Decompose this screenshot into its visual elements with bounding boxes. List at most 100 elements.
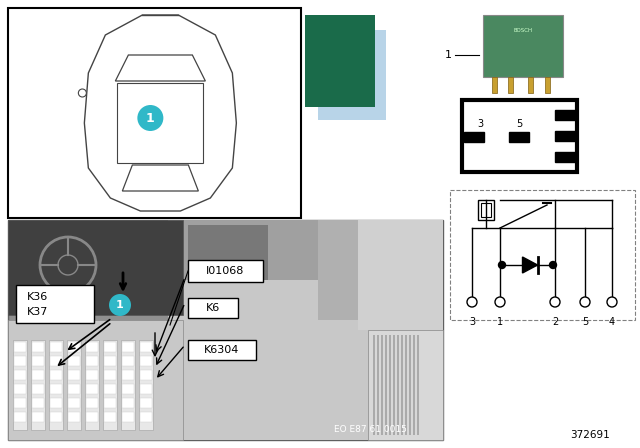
Bar (104, 342, 116, 352)
Bar (405, 335, 407, 435)
Bar (14, 412, 26, 422)
Text: 4: 4 (609, 317, 615, 327)
Bar (188, 340, 256, 360)
Bar (409, 335, 411, 435)
Text: 1: 1 (116, 300, 124, 310)
Bar (481, 203, 491, 217)
Bar (528, 77, 533, 93)
Bar (389, 335, 391, 435)
Bar (16, 285, 94, 323)
Circle shape (78, 89, 86, 97)
Text: 1: 1 (568, 110, 574, 120)
Bar (103, 340, 117, 430)
Bar (417, 335, 419, 435)
Text: K36: K36 (27, 292, 48, 302)
Bar (555, 152, 575, 162)
Bar (32, 412, 44, 422)
Bar (139, 340, 153, 430)
Bar (68, 370, 80, 380)
Bar (49, 340, 63, 430)
Bar (508, 77, 513, 93)
Text: BOSCH: BOSCH (513, 27, 532, 33)
Bar (50, 412, 62, 422)
Bar (104, 356, 116, 366)
Bar (32, 384, 44, 394)
Text: I01068: I01068 (206, 266, 244, 276)
Bar (413, 335, 415, 435)
Circle shape (109, 294, 131, 316)
Bar (86, 398, 98, 408)
Bar (32, 356, 44, 366)
Bar (373, 335, 375, 435)
Bar (122, 412, 134, 422)
Text: 2: 2 (552, 317, 558, 327)
Bar (385, 335, 387, 435)
Polygon shape (522, 257, 538, 273)
Bar (104, 412, 116, 422)
Bar (140, 356, 152, 366)
Bar (358, 220, 443, 330)
Text: 372691: 372691 (570, 430, 610, 440)
Bar (68, 398, 80, 408)
Bar (32, 342, 44, 352)
Bar (545, 77, 550, 93)
Bar (377, 335, 379, 435)
Bar (168, 220, 443, 440)
Text: 4: 4 (568, 131, 574, 141)
Circle shape (607, 297, 617, 307)
Bar (14, 384, 26, 394)
Bar (8, 220, 443, 440)
Bar (140, 398, 152, 408)
Bar (86, 384, 98, 394)
Text: K37: K37 (27, 307, 49, 317)
Bar (104, 384, 116, 394)
Bar (13, 340, 27, 430)
Bar (555, 110, 575, 120)
Bar (168, 280, 443, 440)
Bar (68, 384, 80, 394)
Bar (14, 356, 26, 366)
Bar (140, 412, 152, 422)
Bar (509, 133, 529, 142)
Bar (32, 370, 44, 380)
Bar (85, 340, 99, 430)
Bar (104, 370, 116, 380)
Bar (122, 342, 134, 352)
Bar (8, 320, 183, 440)
Bar (122, 398, 134, 408)
Bar (122, 384, 134, 394)
Bar (86, 412, 98, 422)
Circle shape (495, 297, 505, 307)
Bar (32, 398, 44, 408)
Text: EO E87 61 0015: EO E87 61 0015 (333, 426, 406, 435)
Bar (68, 412, 80, 422)
Bar (14, 398, 26, 408)
Text: K6: K6 (206, 303, 220, 313)
Bar (318, 30, 386, 120)
Bar (305, 15, 375, 107)
Bar (483, 15, 563, 77)
Bar (104, 398, 116, 408)
Bar (8, 220, 183, 315)
Bar (50, 398, 62, 408)
Bar (462, 100, 577, 172)
Bar (140, 342, 152, 352)
Bar (86, 356, 98, 366)
Bar (140, 384, 152, 394)
Circle shape (499, 262, 506, 268)
Bar (140, 370, 152, 380)
Text: 3: 3 (477, 120, 483, 129)
Bar (478, 200, 494, 220)
Text: 3: 3 (469, 317, 475, 327)
Bar (86, 370, 98, 380)
Text: 5: 5 (516, 120, 522, 129)
Circle shape (550, 262, 557, 268)
Text: 1: 1 (497, 317, 503, 327)
Bar (188, 298, 238, 318)
Bar (368, 330, 443, 440)
Bar (31, 340, 45, 430)
Circle shape (550, 297, 560, 307)
Bar (68, 356, 80, 366)
Bar (450, 190, 635, 320)
Circle shape (580, 297, 590, 307)
